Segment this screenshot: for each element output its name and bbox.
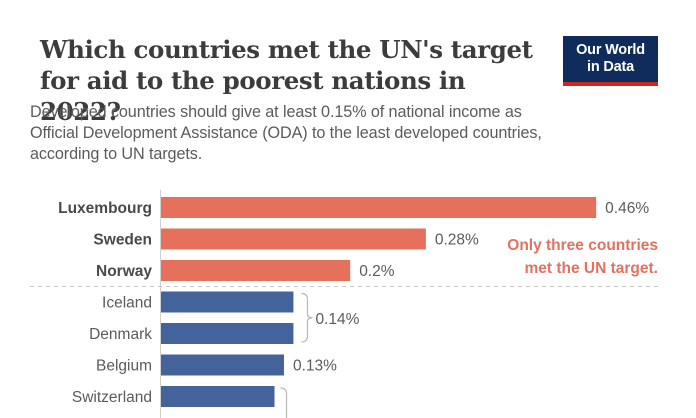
value-label-norway: 0.2%	[359, 263, 395, 280]
bar-iceland	[161, 291, 294, 313]
logo-line-2: in Data	[587, 59, 634, 75]
category-label-switzerland: Switzerland	[72, 389, 152, 406]
value-label-3: 0.14%	[315, 311, 359, 328]
category-label-belgium: Belgium	[96, 358, 152, 375]
bar-switzerland	[161, 386, 275, 407]
category-labels-group: Luxembourg Sweden Norway Iceland Denmark Belg…	[58, 200, 152, 406]
chart-subtitle: Developed countries should give at least…	[30, 102, 680, 165]
category-label-luxembourg: Luxembourg	[58, 200, 152, 217]
bar-denmark	[161, 323, 294, 344]
value-labels-group: 0.46% 0.28% 0.2% 0.14% 0.13%	[280, 200, 649, 418]
subtitle-line-2: Official Development Assistance (ODA) to…	[30, 124, 542, 142]
subtitle-line-3: according to UN targets.	[30, 145, 203, 163]
annotation-line-1: Only three countries	[507, 237, 658, 254]
bar-luxembourg	[161, 197, 597, 218]
chart-title: Which countries met the UN's target for …	[40, 34, 540, 127]
value-label-belgium: 0.13%	[293, 358, 337, 375]
subtitle-line-1: Developed countries should give at least…	[30, 103, 522, 121]
category-label-denmark: Denmark	[89, 326, 152, 343]
value-label-luxembourg: 0.46%	[605, 200, 649, 217]
category-label-sweden: Sweden	[93, 232, 152, 249]
bar-sweden	[161, 228, 426, 250]
bracket-5	[280, 387, 288, 418]
title-line-1: Which countries met the UN's target	[40, 35, 533, 64]
title-line-2: for aid to the poorest nations in 2022?	[40, 66, 466, 126]
bars-group	[161, 197, 597, 407]
category-label-norway: Norway	[96, 263, 152, 280]
logo-line-1: Our World	[576, 42, 645, 58]
value-label-sweden: 0.28%	[435, 232, 479, 249]
category-label-iceland: Iceland	[102, 295, 152, 312]
bar-norway	[161, 260, 351, 281]
bar-belgium	[161, 354, 284, 376]
bracket-3	[301, 292, 313, 343]
our-world-in-data-logo[interactable]: Our World in Data	[563, 36, 658, 86]
annotation-line-2: met the UN target.	[525, 260, 659, 277]
